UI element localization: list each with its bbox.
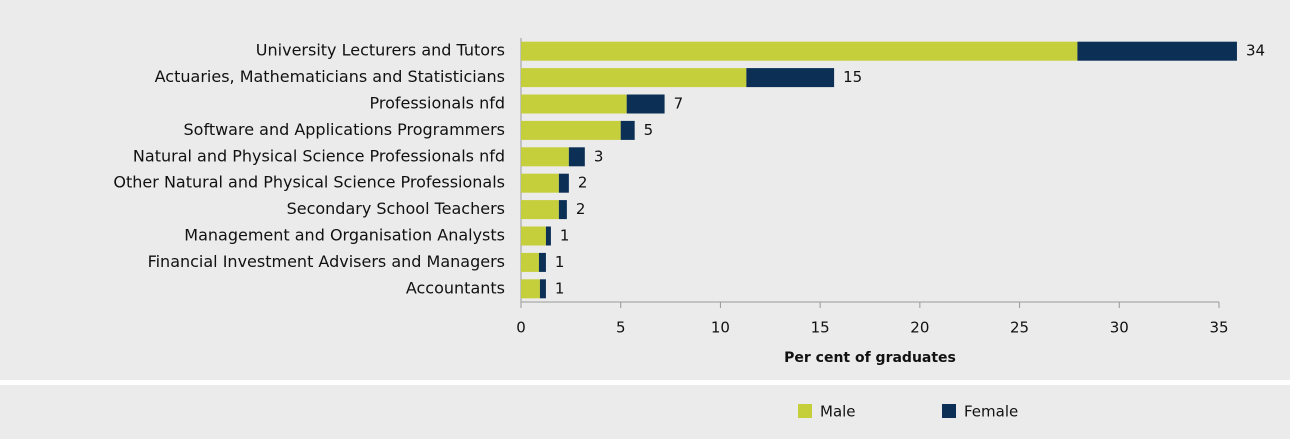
y-tick-label: Professionals nfd <box>369 94 505 113</box>
total-label: 2 <box>576 200 586 218</box>
legend-label: Male <box>820 403 856 421</box>
bar-segment <box>521 200 559 220</box>
total-label: 1 <box>555 279 565 297</box>
bar-segment <box>521 147 569 167</box>
bar-segment <box>521 252 539 272</box>
total-label: 1 <box>560 227 570 245</box>
y-tick-label: Actuaries, Mathematicians and Statistici… <box>155 67 505 86</box>
y-tick-label: Management and Organisation Analysts <box>184 226 505 245</box>
legend-label: Female <box>964 403 1018 421</box>
bar-segment <box>1077 41 1237 61</box>
x-tick-label: 35 <box>1209 319 1228 337</box>
y-tick-label: University Lecturers and Tutors <box>256 41 505 60</box>
x-tick-label: 5 <box>616 319 626 337</box>
bar-segment <box>545 226 551 246</box>
bar-segment <box>521 173 559 193</box>
total-label: 1 <box>555 253 565 271</box>
bar-segment <box>539 279 546 299</box>
bar-segment <box>521 94 627 114</box>
total-label: 2 <box>578 174 588 192</box>
bar-segment <box>568 147 585 167</box>
bar-segment <box>538 252 546 272</box>
x-tick-label: 10 <box>711 319 730 337</box>
total-label: 15 <box>843 68 862 86</box>
bar-segment <box>521 120 621 140</box>
bar-segment <box>558 200 567 220</box>
x-axis-label: Per cent of graduates <box>784 350 956 366</box>
x-tick-label: 25 <box>1010 319 1029 337</box>
legend-swatch <box>798 404 812 418</box>
y-tick-label: Natural and Physical Science Professiona… <box>133 146 505 165</box>
legend-background <box>0 385 1290 439</box>
total-label: 34 <box>1246 42 1265 60</box>
bar-segment <box>626 94 665 114</box>
x-tick-label: 20 <box>910 319 929 337</box>
y-tick-label: Software and Applications Programmers <box>184 120 505 139</box>
total-label: 5 <box>644 121 654 139</box>
total-label: 7 <box>674 95 684 113</box>
bar-segment <box>620 120 635 140</box>
y-tick-label: Accountants <box>406 278 505 297</box>
bar-segment <box>521 279 540 299</box>
x-tick-label: 0 <box>516 319 526 337</box>
bar-segment <box>521 41 1078 61</box>
x-tick-label: 30 <box>1110 319 1129 337</box>
legend-swatch <box>942 404 956 418</box>
bar-segment <box>521 68 747 88</box>
y-tick-label: Other Natural and Physical Science Profe… <box>113 173 505 192</box>
y-tick-label: Secondary School Teachers <box>287 199 505 218</box>
bar-segment <box>746 68 835 88</box>
total-label: 3 <box>594 147 604 165</box>
plot-background <box>0 0 1290 380</box>
x-tick-label: 15 <box>811 319 830 337</box>
bar-segment <box>521 226 546 246</box>
y-tick-label: Financial Investment Advisers and Manage… <box>148 252 505 271</box>
bar-segment <box>558 173 569 193</box>
